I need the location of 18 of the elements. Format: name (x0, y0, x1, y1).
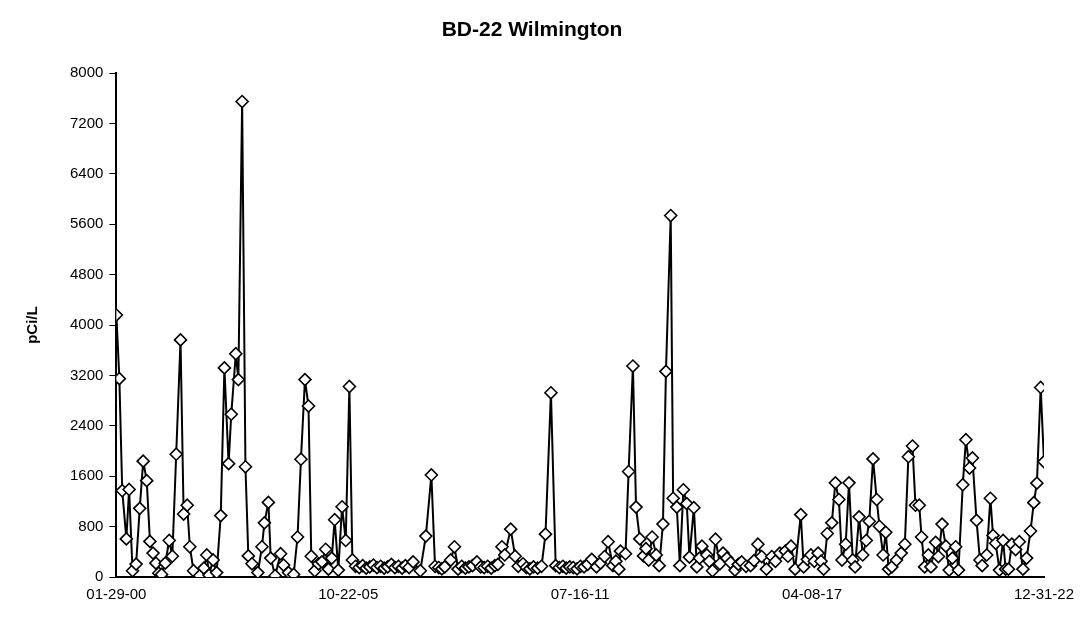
x-tick-label: 12-31-22 (1013, 585, 1075, 603)
y-tick-label: 7200 (69, 113, 104, 131)
y-tick-label: 8000 (69, 63, 104, 81)
x-tick-label: 04-08-17 (782, 585, 843, 603)
x-tick-label: 07-16-11 (550, 585, 610, 603)
y-tick-label: 800 (78, 516, 104, 534)
chart-title: BD-22 Wilmington (441, 17, 623, 41)
y-axis-title: pCi/L (23, 306, 41, 344)
y-tick-label: 1600 (69, 466, 104, 484)
y-tick-label: 0 (95, 567, 104, 585)
x-tick-label: 01-29-00 (86, 585, 147, 603)
y-tick-label: 4800 (69, 264, 104, 282)
y-tick-label: 5600 (69, 214, 104, 232)
y-tick-label: 2400 (69, 416, 104, 433)
x-tick-label: 10-22-05 (318, 585, 379, 603)
y-tick-label: 4000 (69, 315, 104, 333)
y-tick-label: 3200 (69, 365, 104, 383)
y-tick-label: 6400 (69, 164, 104, 182)
